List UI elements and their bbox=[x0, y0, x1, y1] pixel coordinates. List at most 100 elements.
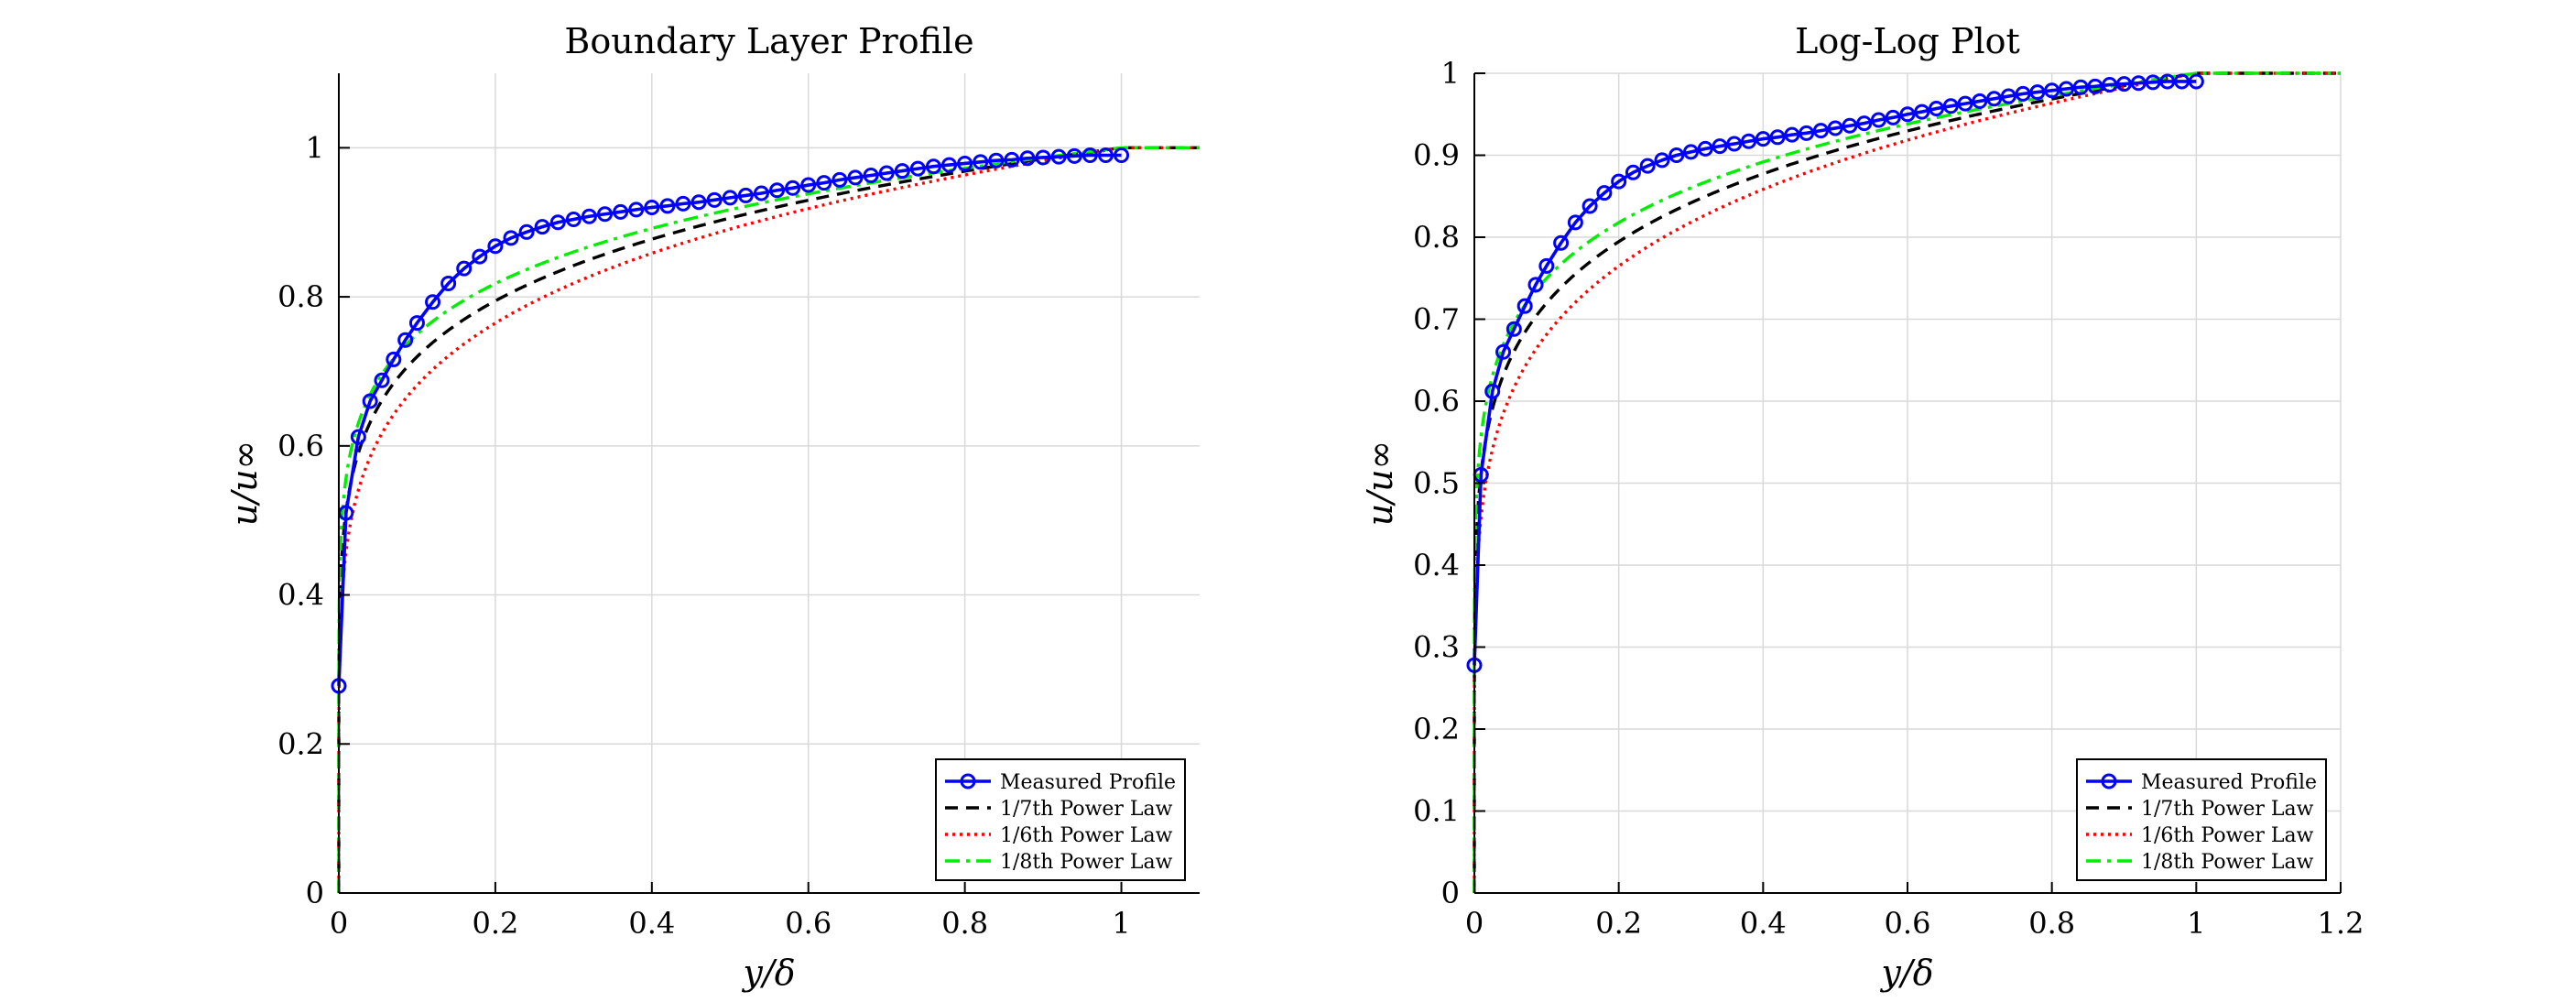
data-point bbox=[2087, 78, 2103, 94]
data-point bbox=[831, 171, 848, 188]
data-point bbox=[425, 294, 441, 310]
data-point bbox=[1957, 95, 1973, 112]
data-point bbox=[2029, 84, 2046, 101]
data-point bbox=[1986, 91, 2003, 107]
data-point bbox=[613, 203, 629, 220]
data-point bbox=[1495, 343, 1512, 360]
data-point bbox=[894, 163, 910, 180]
data-point bbox=[2015, 85, 2031, 102]
data-point bbox=[1654, 152, 1670, 169]
data-point bbox=[2130, 75, 2147, 92]
series-line-1-8th-power-law bbox=[337, 146, 1200, 893]
legend: Measured Profile 1/7th Power Law 1/6th Pow… bbox=[2076, 758, 2327, 881]
data-point bbox=[2145, 74, 2161, 91]
x-tick-label: 0.4 bbox=[628, 906, 675, 941]
data-point bbox=[2000, 88, 2016, 104]
y-tick-label: 0.3 bbox=[1413, 630, 1460, 665]
data-point bbox=[565, 211, 582, 227]
legend-label: 1/8th Power Law bbox=[1000, 851, 1173, 874]
data-point bbox=[690, 194, 707, 211]
data-point bbox=[737, 187, 754, 203]
chart-title: Boundary Layer Profile bbox=[564, 21, 973, 61]
data-point bbox=[1929, 100, 1945, 116]
data-point bbox=[549, 214, 566, 231]
data-point bbox=[2188, 73, 2204, 90]
data-point bbox=[1726, 136, 1743, 152]
data-point bbox=[2159, 73, 2176, 90]
data-point bbox=[374, 372, 390, 388]
x-tick-label: 1 bbox=[1112, 906, 1130, 941]
data-point bbox=[2058, 81, 2074, 97]
data-point bbox=[863, 167, 879, 183]
boundary-layer-profile-chart: 0 0.2 0.4 0.6 0.8 1 0 0.2 0.4 0.6 0.8 1 Boundary Lay… bbox=[224, 21, 1200, 993]
x-axis-title: y/δ bbox=[1879, 953, 1933, 993]
data-point bbox=[1527, 277, 1544, 293]
data-point bbox=[1755, 131, 1771, 147]
y-tick-label: 0.2 bbox=[277, 726, 324, 761]
data-point bbox=[1972, 93, 1988, 109]
data-point bbox=[534, 219, 550, 235]
data-point bbox=[408, 315, 425, 332]
data-point bbox=[440, 275, 457, 291]
data-point bbox=[1596, 185, 1613, 201]
x-tick-label: 0.8 bbox=[2028, 906, 2075, 941]
data-point bbox=[957, 155, 973, 171]
data-point bbox=[1683, 144, 1699, 160]
data-point bbox=[456, 260, 473, 277]
y-tick-label: 0 bbox=[1441, 876, 1460, 910]
legend: Measured Profile 1/7th Power Law 1/6th Pow… bbox=[935, 758, 1186, 881]
data-point bbox=[1914, 103, 1930, 120]
x-ticks: 0 0.2 0.4 0.6 0.8 1 bbox=[330, 882, 1131, 941]
legend-label: 1/6th Power Law bbox=[2141, 824, 2314, 847]
data-point bbox=[1827, 120, 1843, 136]
y-tick-label: 1 bbox=[306, 130, 324, 165]
data-point bbox=[1799, 125, 1815, 141]
y-tick-label: 0.4 bbox=[1413, 548, 1460, 583]
legend-label: 1/6th Power Law bbox=[1000, 824, 1173, 847]
data-point bbox=[386, 351, 402, 367]
data-point bbox=[1856, 115, 1873, 132]
y-tick-label: 0.6 bbox=[277, 429, 324, 463]
data-point bbox=[1505, 321, 1522, 337]
data-point bbox=[2174, 73, 2190, 90]
data-point bbox=[1019, 150, 1036, 167]
y-tick-label: 0.2 bbox=[1413, 712, 1460, 746]
data-point bbox=[503, 230, 519, 246]
y-ticks: 0 0.1 0.2 0.3 0.4 0.5 0.6 0.7 0.8 0.9 1 bbox=[1413, 56, 1485, 910]
y-axis-title: u/u∞ bbox=[224, 441, 265, 526]
y-tick-label: 0.4 bbox=[277, 578, 324, 613]
x-tick-label: 0.6 bbox=[1885, 906, 1931, 941]
chart-title: Log-Log Plot bbox=[1795, 21, 2020, 61]
data-point bbox=[1885, 109, 1901, 125]
x-axis-title: y/δ bbox=[741, 953, 795, 993]
data-point bbox=[1066, 147, 1082, 164]
data-point bbox=[1567, 214, 1583, 231]
data-point bbox=[518, 223, 535, 240]
data-point bbox=[816, 175, 832, 191]
x-ticks: 0 0.2 0.4 0.6 0.8 1 1.2 bbox=[1465, 882, 2364, 941]
data-point bbox=[628, 201, 645, 218]
data-point bbox=[1114, 147, 1130, 163]
data-point bbox=[2072, 79, 2089, 95]
y-tick-label: 0 bbox=[306, 876, 324, 910]
y-tick-label: 0.1 bbox=[1413, 794, 1460, 829]
data-point bbox=[2116, 76, 2132, 93]
data-point bbox=[1842, 117, 1858, 134]
data-point bbox=[1741, 133, 1757, 149]
data-point bbox=[1516, 298, 1533, 314]
x-tick-label: 0 bbox=[330, 906, 348, 941]
data-point bbox=[941, 157, 958, 173]
x-tick-label: 0.8 bbox=[941, 906, 988, 941]
data-point bbox=[350, 429, 366, 445]
data-point bbox=[1081, 147, 1098, 163]
series-group bbox=[331, 146, 1200, 893]
y-tick-label: 0.8 bbox=[1413, 220, 1460, 255]
y-tick-label: 0.6 bbox=[1413, 384, 1460, 419]
legend-marker bbox=[2101, 773, 2117, 790]
data-point bbox=[644, 199, 660, 215]
data-point bbox=[1050, 148, 1067, 165]
y-tick-label: 1 bbox=[1441, 56, 1460, 91]
x-tick-label: 0.4 bbox=[1740, 906, 1787, 941]
data-point bbox=[785, 180, 801, 196]
